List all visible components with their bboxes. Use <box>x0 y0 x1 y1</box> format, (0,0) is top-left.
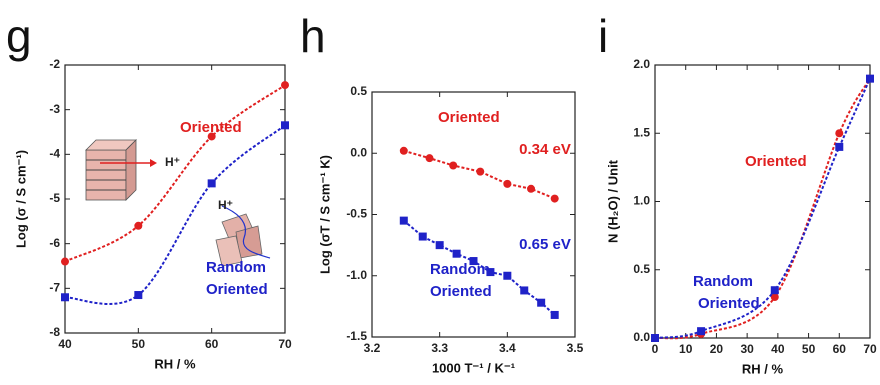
y-tick-label: 0.5 <box>350 84 367 98</box>
y-axis-label: N (H₂O) / Unit <box>605 159 620 243</box>
x-axis-label: 1000 T⁻¹ / K⁻¹ <box>432 360 515 375</box>
x-tick-label: 70 <box>863 342 877 356</box>
series-label: Random <box>430 261 490 278</box>
y-tick-label: -8 <box>49 325 60 339</box>
marker <box>835 142 844 151</box>
y-tick-label: -5 <box>49 191 60 205</box>
marker <box>469 257 478 266</box>
marker <box>651 334 659 342</box>
marker <box>61 293 69 302</box>
series-line <box>64 84 286 263</box>
marker <box>449 161 458 170</box>
marker <box>425 154 434 163</box>
panel-letter: g <box>6 10 32 62</box>
marker <box>697 327 706 336</box>
series-label: Random <box>693 273 753 290</box>
series-line <box>403 219 556 316</box>
y-tick-label: -6 <box>49 236 60 250</box>
series-line <box>64 124 286 305</box>
y-tick-label: -2 <box>49 57 60 71</box>
series-line <box>654 78 871 340</box>
marker <box>134 291 143 300</box>
marker <box>537 298 546 307</box>
marker <box>550 310 559 319</box>
x-tick-label: 0 <box>652 342 659 356</box>
marker <box>520 286 529 295</box>
panel: h -1.5 -1.0 -0.5 0.0 0.5 3.2 3.3 3.4 3.5 1000 T⁻¹ … <box>300 10 584 375</box>
x-tick-label: 60 <box>833 342 847 356</box>
annotation: H⁺ <box>165 155 180 169</box>
x-tick-label: 50 <box>132 337 146 351</box>
marker <box>476 167 485 176</box>
series-line <box>654 78 871 339</box>
y-tick-label: -0.5 <box>346 207 367 221</box>
y-tick-label: 2.0 <box>633 57 650 71</box>
x-axis-label: RH / % <box>742 361 784 376</box>
x-tick-label: 3.2 <box>364 341 381 355</box>
marker <box>399 146 408 155</box>
inset-stack <box>85 139 157 201</box>
marker <box>770 293 779 302</box>
marker <box>866 74 874 83</box>
panel-letter: i <box>598 10 608 62</box>
y-tick-label: 1.5 <box>633 125 650 139</box>
series-label: Oriented <box>430 283 492 300</box>
marker <box>418 232 427 241</box>
series-label: Random <box>206 259 266 276</box>
marker <box>503 179 512 188</box>
inset-random <box>215 205 271 267</box>
marker <box>207 179 216 188</box>
marker <box>61 257 69 266</box>
marker <box>281 81 289 90</box>
x-tick-label: 10 <box>679 342 693 356</box>
series-label: Oriented <box>180 119 242 136</box>
y-tick-label: -1.0 <box>346 268 367 282</box>
x-tick-label: 70 <box>278 337 292 351</box>
marker <box>770 286 779 295</box>
x-axis-label: RH / % <box>154 356 196 371</box>
x-tick-label: 60 <box>205 337 219 351</box>
y-tick-label: -3 <box>49 102 60 116</box>
marker <box>207 132 216 141</box>
annotation: 0.34 eV <box>519 141 571 158</box>
series-label: Oriented <box>698 295 760 312</box>
series-label: Oriented <box>438 109 500 126</box>
annotation: 0.65 eV <box>519 236 571 253</box>
x-tick-label: 40 <box>771 342 785 356</box>
marker <box>503 271 512 280</box>
x-tick-label: 40 <box>58 337 72 351</box>
panel: g -8 -7 -6 -5 -4 -3 -2 40 50 60 70 RH / % Log (σ / S … <box>6 10 292 371</box>
marker <box>527 184 536 193</box>
y-tick-label: 0.0 <box>350 145 367 159</box>
series-label: Oriented <box>745 153 807 170</box>
marker <box>399 216 408 225</box>
panel-letter: h <box>300 10 326 62</box>
y-tick-label: 0.5 <box>633 262 650 276</box>
y-axis-label: Log (σ / S cm⁻¹) <box>13 150 28 248</box>
y-tick-label: 1.0 <box>633 194 650 208</box>
panel: i 0.0 0.5 1.0 1.5 2.0 0 10 20 30 40 50 60 70 RH / % N (… <box>598 10 877 376</box>
y-tick-label: -1.5 <box>346 329 367 343</box>
marker <box>134 221 143 230</box>
marker <box>281 121 289 130</box>
y-tick-label: -7 <box>49 281 60 295</box>
x-tick-label: 3.3 <box>431 341 448 355</box>
x-tick-label: 20 <box>710 342 724 356</box>
series-label: Oriented <box>206 281 268 298</box>
x-tick-label: 3.4 <box>499 341 516 355</box>
y-axis-label: Log (σT / S cm⁻¹ K) <box>317 155 332 274</box>
marker <box>452 249 461 258</box>
marker <box>486 268 495 277</box>
marker <box>550 194 559 203</box>
marker <box>435 241 444 250</box>
y-tick-label: -4 <box>49 147 60 161</box>
x-tick-label: 50 <box>802 342 816 356</box>
x-tick-label: 3.5 <box>567 341 584 355</box>
plot-frame <box>654 64 871 339</box>
x-tick-label: 30 <box>740 342 754 356</box>
annotation: H⁺ <box>218 198 233 212</box>
marker <box>835 129 844 138</box>
y-tick-label: 0.0 <box>633 330 650 344</box>
